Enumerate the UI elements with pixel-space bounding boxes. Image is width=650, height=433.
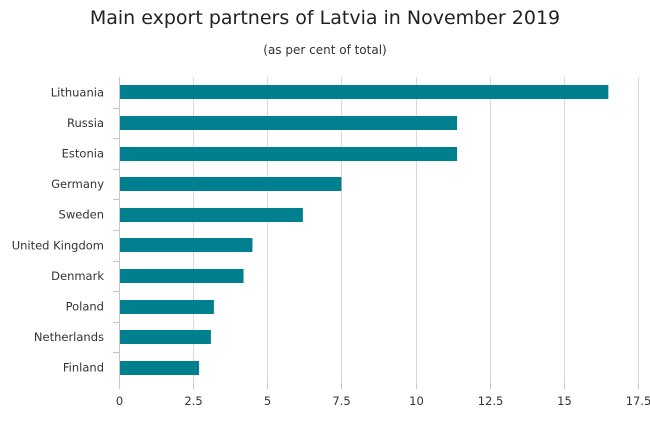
bar-lithuania <box>120 85 609 99</box>
x-tick-labels: 0 2.5 5 7.5 10 12.5 15 17.5 <box>116 394 650 408</box>
category-label-0: Lithuania <box>51 85 104 99</box>
bar-estonia <box>120 147 458 161</box>
chart-title: Main export partners of Latvia in Novemb… <box>89 7 561 29</box>
category-label-6: Denmark <box>51 269 104 283</box>
bar-finland <box>120 361 200 375</box>
bar-poland <box>120 300 214 314</box>
category-label-5: United Kingdom <box>12 238 104 252</box>
category-label-9: Finland <box>63 361 104 375</box>
bar-germany <box>120 177 342 191</box>
x-tick-label-2: 5 <box>264 394 271 408</box>
x-tick-label-4: 10 <box>409 394 424 408</box>
bar-russia <box>120 116 458 130</box>
bar-sweden <box>120 208 303 222</box>
x-tick-label-3: 7.5 <box>332 394 350 408</box>
x-tick-label-5: 12.5 <box>478 394 504 408</box>
chart-subtitle: (as per cent of total) <box>263 43 387 57</box>
category-label-1: Russia <box>67 116 104 130</box>
category-label-3: Germany <box>51 177 104 191</box>
category-label-8: Netherlands <box>34 330 104 344</box>
x-tick-label-6: 15 <box>557 394 572 408</box>
bar-netherlands <box>120 330 211 344</box>
category-labels: Lithuania Russia Estonia Germany Sweden Unite… <box>12 85 105 374</box>
x-tick-label-0: 0 <box>116 394 123 408</box>
bars <box>120 85 609 375</box>
bar-denmark <box>120 269 244 283</box>
x-tick-label-1: 2.5 <box>184 394 202 408</box>
x-tick-label-7: 17.5 <box>626 394 650 408</box>
category-label-4: Sweden <box>59 208 104 222</box>
category-label-2: Estonia <box>62 147 104 161</box>
bar-united-kingdom <box>120 238 253 252</box>
category-label-7: Poland <box>66 300 104 314</box>
axes <box>113 77 639 389</box>
